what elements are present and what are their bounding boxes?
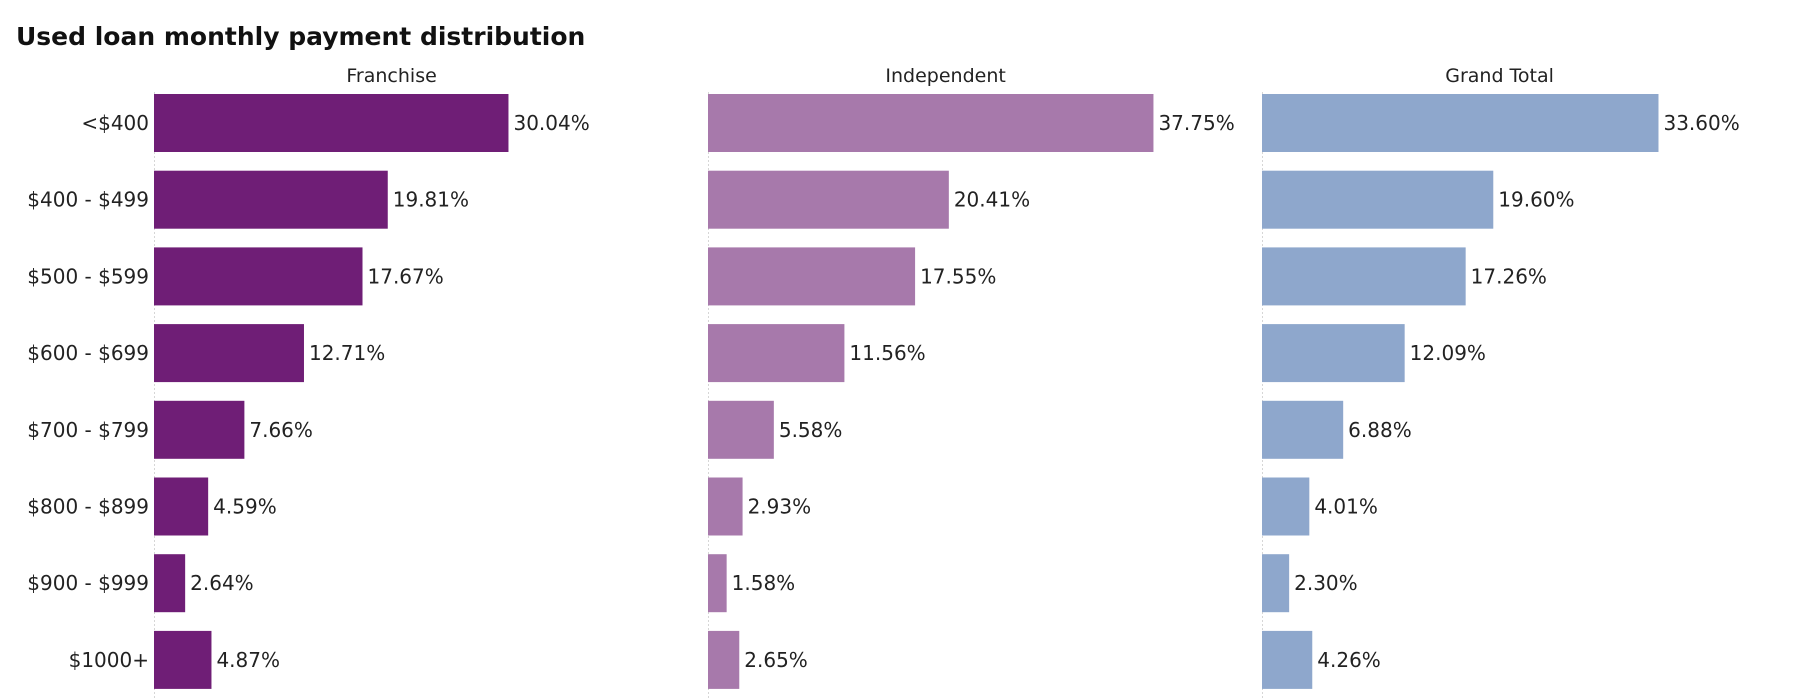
bar[interactable] (154, 630, 212, 689)
bar[interactable] (708, 324, 845, 383)
category-label: <$400 (81, 111, 149, 135)
bar[interactable] (708, 170, 949, 229)
bar[interactable] (708, 94, 1154, 152)
data-label: 4.87% (216, 648, 280, 672)
bar[interactable] (154, 554, 186, 613)
data-label: 30.04% (513, 111, 589, 135)
data-label: 2.64% (190, 571, 254, 595)
bar[interactable] (708, 554, 727, 613)
data-label: 33.60% (1663, 111, 1739, 135)
panel-header: Grand Total (1445, 65, 1554, 87)
data-label: 2.65% (744, 648, 808, 672)
data-label: 12.71% (309, 341, 385, 365)
bar[interactable] (708, 630, 740, 689)
bar[interactable] (154, 400, 245, 459)
data-label: 11.56% (849, 341, 925, 365)
bar[interactable] (708, 247, 916, 306)
category-label: $900 - $999 (27, 571, 149, 595)
bar[interactable] (154, 477, 209, 536)
category-label: $600 - $699 (27, 341, 149, 365)
data-label: 4.59% (213, 495, 277, 519)
category-label: $700 - $799 (27, 418, 149, 442)
bar[interactable] (154, 170, 388, 229)
data-label: 7.66% (249, 418, 313, 442)
bar[interactable] (708, 477, 743, 536)
data-label: 37.75% (1158, 111, 1234, 135)
bar[interactable] (1262, 554, 1290, 613)
bar[interactable] (154, 324, 304, 383)
category-label: $1000+ (69, 648, 149, 672)
bar[interactable] (1262, 400, 1344, 459)
data-label: 4.01% (1314, 495, 1378, 519)
data-label: 17.55% (920, 264, 996, 288)
data-label: 6.88% (1348, 418, 1412, 442)
chart-title: Used loan monthly payment distribution (16, 22, 586, 51)
bar[interactable] (154, 94, 509, 152)
bar[interactable] (1262, 630, 1313, 689)
bar[interactable] (154, 247, 363, 306)
category-label: $500 - $599 (27, 264, 149, 288)
category-labels: <$400 $400 - $499 $500 - $599 $600 - $699 $7… (27, 111, 149, 672)
data-label: 2.93% (748, 495, 812, 519)
panel-franchise: Franchise 30.04% 19.81% 17.67% 12.71% 7.66% 4.… (154, 65, 590, 700)
bar[interactable] (1262, 247, 1466, 306)
data-label: 2.30% (1294, 571, 1358, 595)
panel-header: Independent (885, 65, 1005, 87)
bar[interactable] (1262, 477, 1310, 536)
panel-header: Franchise (346, 65, 436, 87)
category-label: $800 - $899 (27, 495, 149, 519)
data-label: 12.09% (1410, 341, 1486, 365)
data-label: 1.58% (732, 571, 796, 595)
bar[interactable] (1262, 170, 1494, 229)
bar[interactable] (708, 400, 774, 459)
panel-grand-total: Grand Total 33.60% 19.60% 17.26% 12.09% 6.88%… (1262, 65, 1740, 700)
data-label: 17.26% (1471, 264, 1547, 288)
data-label: 4.26% (1317, 648, 1381, 672)
data-label: 19.81% (393, 188, 469, 212)
data-label: 17.67% (368, 264, 444, 288)
panel-independent: Independent 37.75% 20.41% 17.55% 11.56% 5.58%… (708, 65, 1235, 700)
chart-panels: Franchise 30.04% 19.81% 17.67% 12.71% 7.66% 4.… (154, 65, 1740, 700)
data-label: 19.60% (1498, 188, 1574, 212)
bar[interactable] (1262, 324, 1405, 383)
bar[interactable] (1262, 94, 1659, 152)
data-label: 20.41% (954, 188, 1030, 212)
data-label: 5.58% (779, 418, 843, 442)
category-label: $400 - $499 (27, 188, 149, 212)
